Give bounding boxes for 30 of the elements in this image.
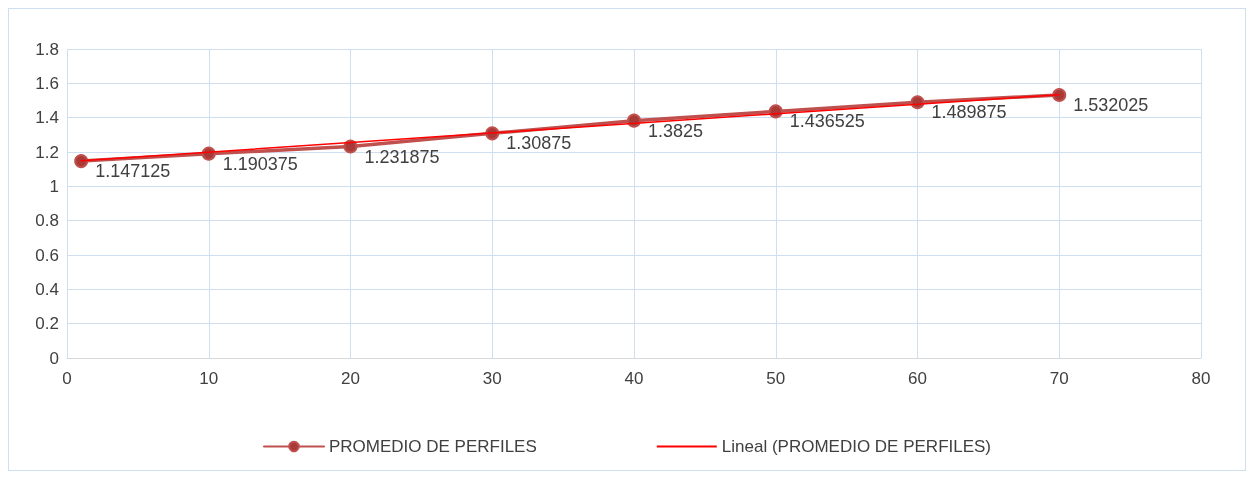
y-tick-label: 1.6 bbox=[35, 73, 59, 93]
x-tick-label: 20 bbox=[341, 369, 360, 388]
data-label: 1.489875 bbox=[931, 102, 1007, 123]
data-label: 1.190375 bbox=[222, 153, 298, 174]
y-tick-label: 1.2 bbox=[35, 142, 59, 162]
data-label: 1.532025 bbox=[1073, 95, 1149, 115]
y-tick-label: 1.8 bbox=[35, 39, 59, 59]
x-tick-label: 50 bbox=[766, 369, 786, 388]
data-label: 1.147125 bbox=[95, 161, 171, 182]
x-tick-label: 80 bbox=[1191, 369, 1211, 388]
x-tick-label: 0 bbox=[62, 369, 72, 388]
data-label: 1.436525 bbox=[789, 111, 865, 132]
data-label: 1.30875 bbox=[506, 133, 572, 154]
y-tick-label: 0.6 bbox=[35, 245, 59, 265]
point bbox=[74, 154, 89, 169]
x-tick-label: 10 bbox=[199, 369, 219, 388]
x-tick-label: 60 bbox=[908, 369, 927, 388]
legend-label: Lineal (PROMEDIO DE PERFILES) bbox=[721, 437, 992, 456]
y-tick-label: 0 bbox=[49, 348, 59, 368]
y-tick-label: 1.4 bbox=[35, 108, 59, 128]
y-tick-label: 0.8 bbox=[35, 211, 59, 231]
x-tick-label: 30 bbox=[482, 369, 502, 388]
data-label: 1.3825 bbox=[648, 120, 704, 141]
data-label: 1.231875 bbox=[364, 146, 440, 167]
y-tick-label: 1 bbox=[49, 176, 59, 196]
legend-label: PROMEDIO DE PERFILES bbox=[328, 437, 537, 456]
y-tick-label: 0.2 bbox=[35, 314, 59, 334]
y-tick-label: 0.4 bbox=[35, 279, 59, 299]
x-tick-label: 70 bbox=[1049, 369, 1069, 388]
x-tick-label: 40 bbox=[624, 369, 644, 388]
